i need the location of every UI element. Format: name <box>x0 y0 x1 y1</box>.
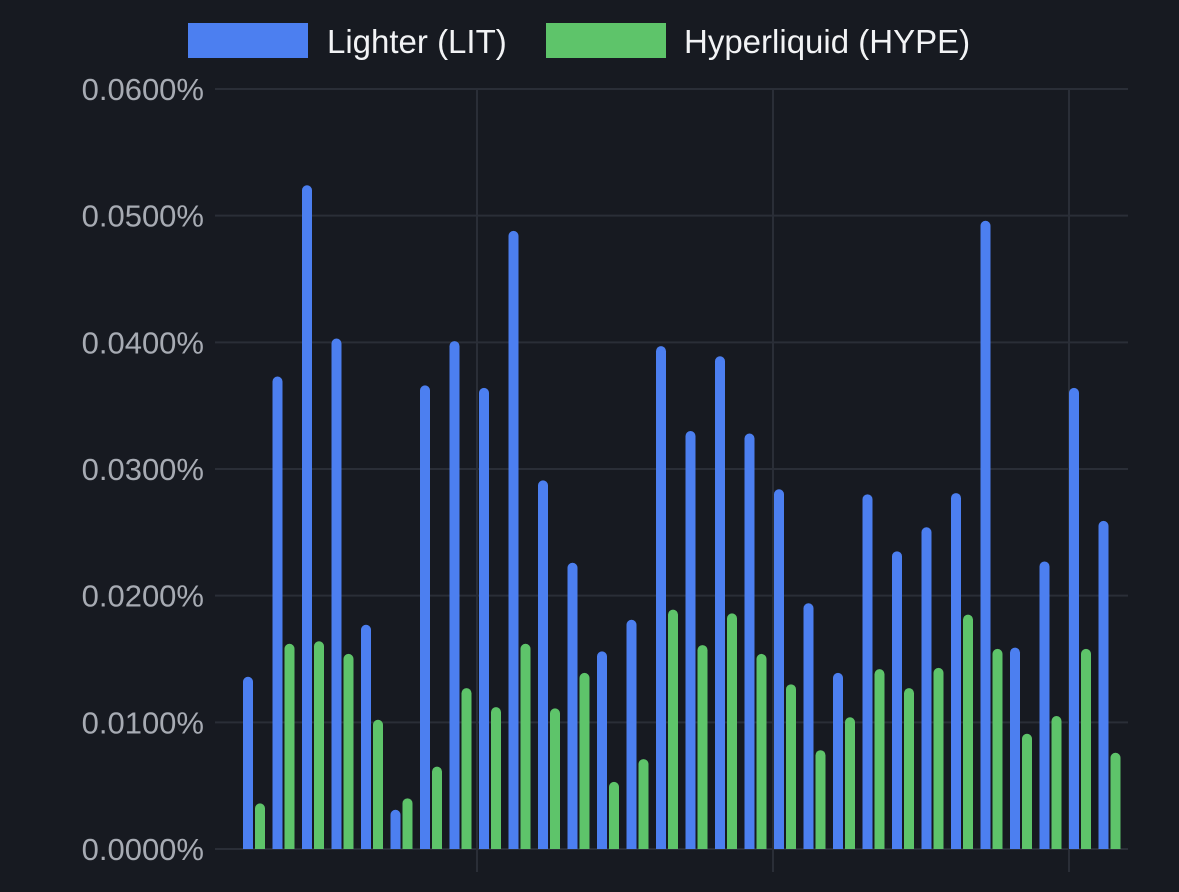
bar-lit[interactable] <box>449 341 460 849</box>
bar-lit[interactable] <box>361 624 371 849</box>
bar-lit[interactable] <box>302 185 312 849</box>
bar-lit[interactable] <box>567 562 578 849</box>
bar-hype[interactable] <box>638 759 649 849</box>
bar-hype[interactable] <box>461 688 472 849</box>
bar-hype[interactable] <box>520 643 531 849</box>
legend-label-hype: Hyperliquid (HYPE) <box>684 23 970 60</box>
bar-hype[interactable] <box>550 708 560 849</box>
bar-hype[interactable] <box>874 669 885 849</box>
bar-lit[interactable] <box>479 387 489 849</box>
bar-hype[interactable] <box>373 719 383 849</box>
bar-lit[interactable] <box>243 676 253 849</box>
bar-lit[interactable] <box>272 376 283 849</box>
legend-item-hype[interactable]: Hyperliquid (HYPE) <box>546 23 970 60</box>
legend-swatch-lit <box>188 23 308 58</box>
bar-lit[interactable] <box>774 489 784 849</box>
y-tick-label: 0.0600% <box>82 72 204 107</box>
bar-hype[interactable] <box>491 707 501 849</box>
bar-lit[interactable] <box>980 220 991 849</box>
bar-hype[interactable] <box>284 643 295 849</box>
bar-hype[interactable] <box>314 641 324 849</box>
bar-lit[interactable] <box>803 603 814 849</box>
bars <box>243 185 1121 849</box>
bar-hype[interactable] <box>1051 716 1062 849</box>
y-tick-label: 0.0100% <box>82 705 204 740</box>
bar-hype[interactable] <box>1081 648 1091 849</box>
bar-hype[interactable] <box>1110 752 1121 849</box>
legend: Lighter (LIT) Hyperliquid (HYPE) <box>188 23 970 60</box>
bar-lit[interactable] <box>744 433 755 849</box>
bar-lit[interactable] <box>892 551 902 849</box>
bar-lit[interactable] <box>508 230 519 849</box>
y-tick-label: 0.0200% <box>82 579 204 614</box>
bar-hype[interactable] <box>904 688 914 849</box>
y-tick-label: 0.0000% <box>82 832 204 867</box>
bar-lit[interactable] <box>597 651 607 849</box>
bar-lit[interactable] <box>685 431 696 849</box>
bar-hype[interactable] <box>963 614 973 849</box>
bar-lit[interactable] <box>1010 647 1020 849</box>
bar-lit[interactable] <box>862 494 873 849</box>
y-tick-label: 0.0300% <box>82 452 204 487</box>
bar-lit[interactable] <box>626 619 637 849</box>
bar-lit[interactable] <box>538 480 548 849</box>
legend-label-lit: Lighter (LIT) <box>327 23 507 60</box>
bar-hype[interactable] <box>609 781 619 849</box>
bar-hype[interactable] <box>786 684 796 849</box>
y-axis-ticks: 0.0000% 0.0100% 0.0200% 0.0300% 0.0400% 0.050… <box>82 72 204 867</box>
bar-lit[interactable] <box>1039 561 1050 849</box>
bar-lit[interactable] <box>833 672 843 849</box>
bar-lit[interactable] <box>331 338 342 849</box>
bar-lit[interactable] <box>420 385 430 849</box>
bar-hype[interactable] <box>343 653 354 849</box>
bar-hype[interactable] <box>727 613 737 849</box>
bar-hype[interactable] <box>756 653 767 849</box>
bar-hype[interactable] <box>933 667 944 849</box>
bar-hype[interactable] <box>845 717 855 849</box>
bar-hype[interactable] <box>432 766 442 849</box>
bar-lit[interactable] <box>390 809 401 849</box>
bar-hype[interactable] <box>815 750 826 849</box>
legend-swatch-hype <box>546 23 666 58</box>
bar-hype[interactable] <box>992 648 1003 849</box>
bar-lit[interactable] <box>715 356 725 849</box>
bar-hype[interactable] <box>402 798 413 849</box>
bar-lit[interactable] <box>1069 387 1079 849</box>
bar-lit[interactable] <box>951 493 961 849</box>
bar-hype[interactable] <box>255 803 265 849</box>
bar-hype[interactable] <box>668 609 678 849</box>
bar-hype[interactable] <box>1022 733 1032 849</box>
bar-hype[interactable] <box>579 672 590 849</box>
bar-lit[interactable] <box>921 527 932 849</box>
legend-item-lit[interactable]: Lighter (LIT) <box>188 23 507 60</box>
y-tick-label: 0.0500% <box>82 199 204 234</box>
bar-hype[interactable] <box>697 645 708 849</box>
bar-lit[interactable] <box>656 346 666 849</box>
bar-lit[interactable] <box>1098 520 1109 849</box>
y-tick-label: 0.0400% <box>82 325 204 360</box>
